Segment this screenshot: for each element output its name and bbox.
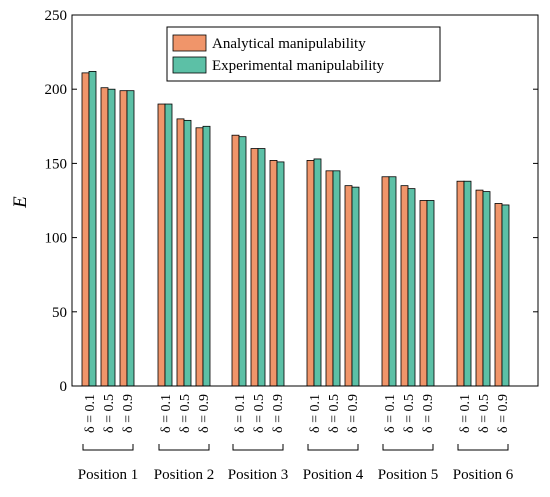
bar-analytical-p3-d3 — [269, 160, 278, 387]
x-sublabel: δ = 0.9 — [121, 394, 136, 433]
bar-analytical-p4-d2 — [325, 170, 334, 387]
x-group-label: Position 1 — [78, 467, 138, 483]
bar-experimental-p5-d3 — [426, 200, 435, 387]
x-sublabel: δ = 0.1 — [83, 394, 98, 433]
bar-experimental-p5-d2 — [407, 188, 416, 387]
bars-layer — [81, 70, 510, 387]
bar-analytical-p4-d1 — [306, 160, 315, 387]
x-group-label: Position 5 — [378, 467, 438, 483]
y-tick-label: 100 — [45, 231, 68, 247]
bar-analytical-p3-d2 — [250, 148, 259, 387]
x-sublabel: δ = 0.1 — [233, 394, 248, 433]
bar-experimental-p4-d2 — [332, 170, 341, 387]
legend: Analytical manipulability Experimental ma… — [166, 26, 441, 82]
legend-box — [166, 26, 441, 82]
bar-analytical-p5-d3 — [419, 200, 428, 387]
group-bracket — [382, 444, 434, 451]
x-sublabel: δ = 0.1 — [308, 394, 323, 433]
y-axis-label: E — [10, 196, 31, 209]
x-sublabel: δ = 0.5 — [102, 394, 117, 433]
y-tick-label: 50 — [52, 305, 67, 321]
bar-analytical-p5-d2 — [400, 185, 409, 387]
group-bracket — [82, 444, 134, 451]
bar-experimental-p1-d2 — [107, 88, 116, 387]
bar-experimental-p3-d2 — [257, 148, 266, 387]
bar-experimental-p4-d1 — [313, 158, 322, 387]
x-sublabel: δ = 0.9 — [421, 394, 436, 433]
x-sublabel: δ = 0.5 — [477, 394, 492, 433]
group-bracket — [232, 444, 284, 451]
x-sublabel: δ = 0.9 — [346, 394, 361, 433]
bar-analytical-p1-d2 — [100, 87, 109, 387]
bar-analytical-p6-d2 — [475, 189, 484, 387]
bar-experimental-p4-d3 — [351, 186, 360, 387]
group-bracket — [457, 444, 509, 451]
x-sublabel: δ = 0.9 — [197, 394, 212, 433]
bar-experimental-p6-d1 — [463, 180, 472, 387]
bar-experimental-p1-d3 — [126, 90, 135, 387]
x-sublabel: δ = 0.5 — [327, 394, 342, 433]
bar-experimental-p3-d1 — [238, 136, 247, 387]
bar-experimental-p1-d1 — [88, 70, 97, 387]
bar-analytical-p3-d1 — [231, 134, 240, 387]
y-tick-label: 250 — [45, 8, 68, 24]
bar-experimental-p6-d2 — [482, 191, 491, 387]
legend-swatch-analytical — [172, 34, 207, 52]
bar-experimental-p6-d3 — [501, 204, 510, 387]
x-sublabel: δ = 0.9 — [496, 394, 511, 433]
legend-label-experimental: Experimental manipulability — [212, 58, 385, 74]
bar-analytical-p2-d3 — [195, 127, 204, 387]
bar-experimental-p2-d1 — [164, 103, 173, 387]
legend-label-analytical: Analytical manipulability — [212, 36, 366, 52]
plot-frame — [71, 14, 539, 387]
x-group-label: Position 2 — [154, 467, 214, 483]
group-bracket — [158, 444, 210, 451]
bar-experimental-p2-d2 — [183, 119, 192, 387]
bar-analytical-p1-d1 — [81, 72, 90, 387]
x-group-label: Position 4 — [303, 467, 364, 483]
group-bracket — [307, 444, 359, 451]
bar-experimental-p2-d3 — [202, 125, 211, 387]
x-sublabel: δ = 0.5 — [252, 394, 267, 433]
x-sublabel: δ = 0.5 — [178, 394, 193, 433]
x-sublabel: δ = 0.1 — [383, 394, 398, 433]
bar-experimental-p3-d3 — [276, 161, 285, 387]
bar-analytical-p1-d3 — [119, 90, 128, 387]
x-sublabel: δ = 0.1 — [159, 394, 174, 433]
bar-analytical-p4-d3 — [344, 185, 353, 387]
x-group-label: Position 3 — [228, 467, 288, 483]
bar-analytical-p2-d2 — [176, 118, 185, 387]
y-tick-label: 150 — [45, 156, 68, 172]
bar-analytical-p2-d1 — [157, 103, 166, 387]
x-sublabel: δ = 0.1 — [458, 394, 473, 433]
bar-experimental-p5-d1 — [388, 176, 397, 387]
y-tick-label: 200 — [45, 82, 68, 98]
y-tick-label: 0 — [60, 379, 68, 395]
x-sublabel: δ = 0.9 — [271, 394, 286, 433]
bar-analytical-p6-d1 — [456, 180, 465, 387]
axes-layer: 0 50 100 150 200 250 δ = 0.1 δ = 0.5 δ = 0.9 Posi… — [45, 8, 539, 483]
legend-swatch-experimental — [172, 56, 207, 74]
bar-analytical-p5-d1 — [381, 176, 390, 387]
bar-analytical-p6-d3 — [494, 203, 503, 387]
x-sublabel: δ = 0.5 — [402, 394, 417, 433]
x-group-label: Position 6 — [453, 467, 514, 483]
